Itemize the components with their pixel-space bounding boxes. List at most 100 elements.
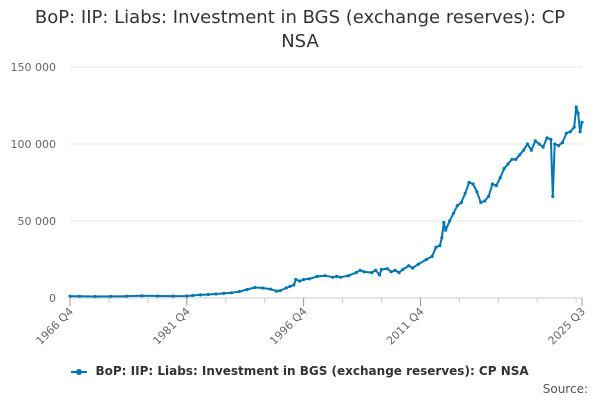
data-point[interactable] [560, 140, 565, 145]
data-point[interactable] [549, 137, 553, 141]
data-point[interactable] [557, 143, 561, 148]
data-point[interactable] [463, 191, 467, 195]
data-point[interactable] [440, 236, 444, 240]
data-point[interactable] [245, 287, 249, 292]
data-point[interactable] [448, 219, 452, 223]
data-point[interactable] [455, 204, 459, 208]
data-point[interactable] [401, 267, 405, 272]
data-point[interactable] [430, 254, 434, 258]
data-point[interactable] [288, 284, 292, 288]
data-point[interactable] [533, 139, 537, 143]
data-point[interactable] [483, 199, 487, 203]
data-point[interactable] [230, 291, 234, 295]
data-point[interactable] [389, 270, 393, 274]
data-point[interactable] [576, 111, 580, 115]
data-point[interactable] [551, 194, 555, 198]
data-point[interactable] [68, 294, 72, 298]
data-point[interactable] [171, 294, 175, 298]
data-point[interactable] [451, 211, 456, 215]
data-point[interactable] [397, 271, 401, 275]
data-point[interactable] [354, 271, 358, 275]
data-point[interactable] [522, 148, 526, 152]
data-point[interactable] [93, 294, 97, 299]
data-point[interactable] [434, 245, 438, 249]
data-point[interactable] [274, 289, 278, 293]
data-point[interactable] [487, 194, 491, 198]
data-point[interactable] [294, 277, 298, 282]
data-point[interactable] [156, 294, 160, 298]
data-point[interactable] [278, 289, 282, 293]
data-point[interactable] [459, 200, 463, 205]
data-point[interactable] [339, 275, 343, 279]
data-point[interactable] [574, 105, 578, 109]
data-point[interactable] [222, 291, 226, 295]
data-point[interactable] [331, 275, 335, 279]
data-point[interactable] [109, 294, 113, 298]
data-point[interactable] [78, 294, 82, 298]
data-point[interactable] [479, 200, 483, 205]
data-point[interactable] [323, 274, 327, 278]
data-point[interactable] [253, 285, 257, 290]
data-point[interactable] [498, 176, 502, 180]
data-point[interactable] [315, 274, 319, 278]
data-point[interactable] [268, 287, 273, 291]
data-point[interactable] [572, 125, 576, 129]
data-point[interactable] [578, 130, 582, 134]
data-point[interactable] [124, 294, 129, 298]
data-point[interactable] [416, 262, 421, 266]
data-point[interactable] [564, 131, 569, 135]
legend[interactable]: BoP: IIP: Liabs: Investment in BGS (exch… [0, 364, 600, 378]
data-point[interactable] [261, 286, 265, 290]
data-point[interactable] [298, 279, 302, 283]
data-point[interactable] [198, 293, 202, 297]
data-point[interactable] [537, 142, 541, 146]
data-point[interactable] [471, 182, 475, 186]
data-point[interactable] [541, 145, 545, 149]
data-point[interactable] [525, 142, 530, 146]
data-point[interactable] [191, 293, 195, 298]
data-point[interactable] [385, 267, 389, 271]
data-point[interactable] [514, 157, 518, 161]
data-point[interactable] [346, 274, 350, 278]
data-point[interactable] [510, 157, 514, 161]
data-point[interactable] [292, 283, 296, 287]
data-point[interactable] [494, 184, 498, 188]
data-point[interactable] [529, 148, 534, 152]
data-point[interactable] [374, 268, 378, 272]
data-point[interactable] [358, 268, 362, 272]
data-point[interactable] [467, 180, 471, 185]
data-point[interactable] [442, 220, 446, 225]
data-point[interactable] [506, 162, 510, 166]
data-point[interactable] [444, 228, 448, 232]
data-point[interactable] [545, 136, 549, 140]
data-point[interactable] [518, 153, 522, 157]
series-group [68, 105, 584, 299]
series-line[interactable] [69, 106, 583, 298]
data-point[interactable] [185, 294, 189, 298]
data-point[interactable] [407, 264, 411, 268]
data-point[interactable] [411, 266, 415, 270]
data-point[interactable] [490, 182, 494, 186]
legend-series-marker-icon [71, 367, 88, 377]
data-point[interactable] [302, 277, 306, 282]
y-tick-label: 100 000 [11, 138, 57, 151]
data-point[interactable] [393, 268, 397, 272]
data-point[interactable] [140, 294, 144, 298]
data-point[interactable] [438, 244, 442, 248]
data-point[interactable] [475, 190, 479, 194]
data-point[interactable] [237, 289, 241, 294]
data-point[interactable] [377, 273, 382, 277]
data-point[interactable] [284, 286, 288, 290]
data-point[interactable] [379, 267, 384, 272]
data-point[interactable] [335, 274, 339, 278]
data-point[interactable] [424, 257, 428, 262]
data-point[interactable] [553, 142, 557, 146]
data-point[interactable] [214, 292, 218, 296]
data-point[interactable] [580, 120, 584, 124]
data-point[interactable] [206, 292, 210, 297]
data-point[interactable] [370, 271, 374, 275]
data-point[interactable] [307, 277, 312, 281]
data-point[interactable] [568, 130, 572, 134]
data-point[interactable] [362, 270, 366, 274]
data-point[interactable] [502, 167, 506, 171]
